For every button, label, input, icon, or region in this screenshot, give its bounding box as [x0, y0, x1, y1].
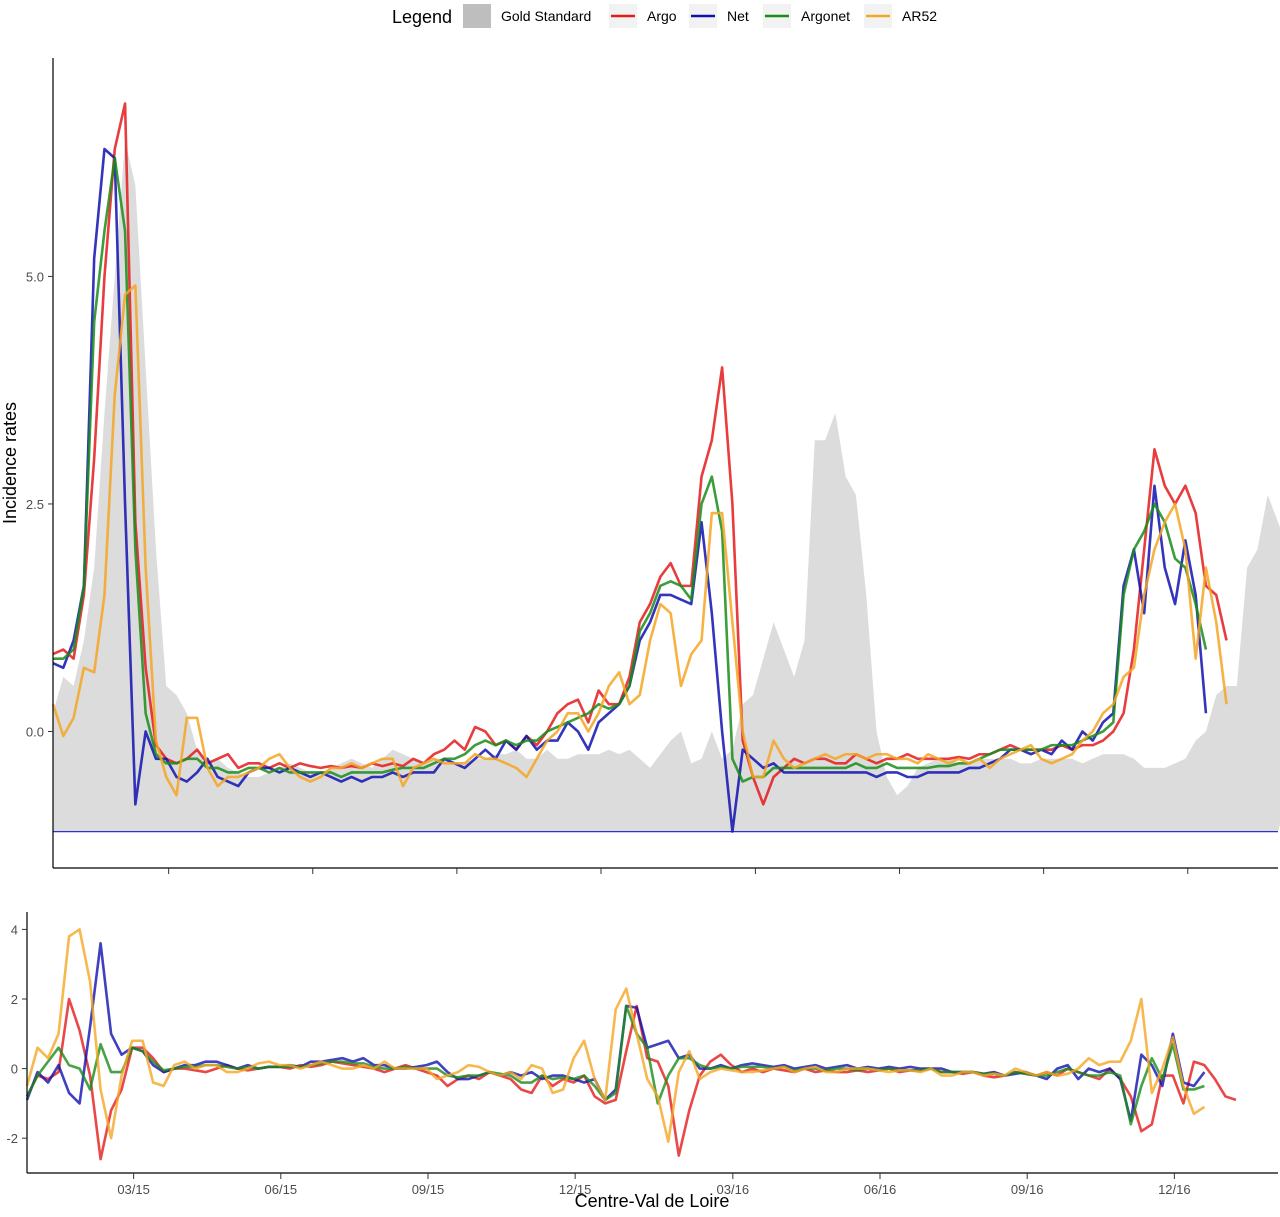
x-tick-label-03-15: 03/15	[117, 1182, 150, 1197]
legend: Legend Gold Standard Argo Net Argonet AR52	[392, 4, 937, 28]
bottom-y-tick-label: 4	[11, 922, 18, 937]
legend-item-net: Net	[689, 4, 749, 28]
legend-item-argonet: Argonet	[763, 4, 850, 28]
bottom-series-ar52	[25, 928, 1206, 1143]
top-y-tick-label: 0.0	[26, 724, 44, 739]
legend-title: Legend	[392, 7, 452, 27]
legend-key-gold-standard	[463, 4, 491, 28]
legend-label-argo: Argo	[647, 8, 677, 24]
legend-item-argo: Argo	[609, 4, 677, 28]
top-y-axis-title: Incidence rates	[0, 402, 20, 524]
x-tick-label-06-15: 06/15	[265, 1182, 298, 1197]
legend-label-argonet: Argonet	[801, 8, 850, 24]
legend-item-ar52: AR52	[864, 4, 937, 28]
bottom-y-tick-label: 0	[11, 1062, 18, 1077]
top-y-tick-label: 5.0	[26, 269, 44, 284]
legend-item-gold-standard: Gold Standard	[463, 4, 591, 28]
bottom-y-tick-label: -2	[6, 1131, 18, 1146]
top-series-ar52	[51, 284, 1228, 797]
x-tick-label-12-16: 12/16	[1158, 1182, 1191, 1197]
x-axis-title: Centre-Val de Loire	[575, 1191, 730, 1211]
x-tick-label-03-16: 03/16	[717, 1182, 750, 1197]
x-tick-label-09-15: 09/15	[412, 1182, 445, 1197]
x-tick-label-09-16: 09/16	[1011, 1182, 1044, 1197]
legend-label-net: Net	[727, 8, 749, 24]
x-tick-label-12-15: 12/15	[559, 1182, 592, 1197]
legend-label-gold-standard: Gold Standard	[501, 8, 591, 24]
top-series-argonet	[53, 156, 1208, 783]
top-panel: 0.0 2.5 5.0 Incidence rates	[0, 58, 1280, 874]
top-series-argo	[52, 102, 1228, 806]
top-y-tick-label: 2.5	[26, 497, 44, 512]
top-series-net	[52, 147, 1208, 833]
x-tick-label-06-16: 06/16	[864, 1182, 897, 1197]
legend-label-ar52: AR52	[902, 8, 937, 24]
bottom-y-tick-label: 2	[11, 992, 18, 1007]
bottom-panel: -2 0 2 4 03/15 06/15 09/15 12/15 03/16 06/16 09/1…	[6, 912, 1278, 1211]
